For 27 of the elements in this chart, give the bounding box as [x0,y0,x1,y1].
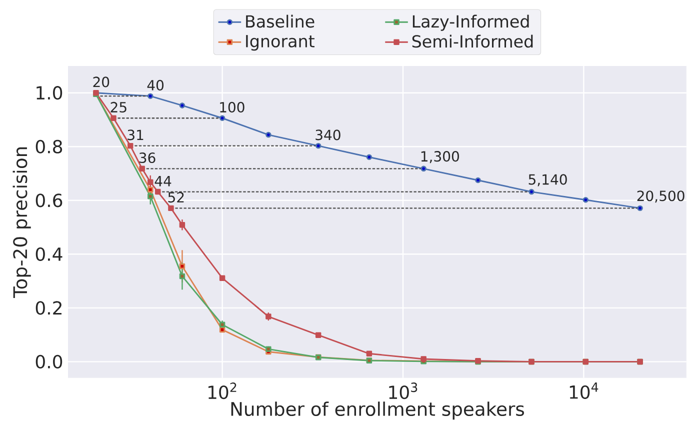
legend-label: Semi-Informed [412,34,533,48]
annotation: 25 [110,102,126,112]
legend-label: Baseline [246,14,314,28]
annotation: 31 [128,130,144,140]
annotation: 340 [316,130,340,140]
annotation: 52 [168,192,184,203]
y-tick-label: 0.2 [36,301,62,315]
y-tick-label: 0.4 [36,247,62,261]
y-tick-label: 0.6 [36,194,62,208]
annotation: 40 [147,80,164,90]
x-tick-label: 10$^{4}$ [570,382,598,399]
y-tick-label: 0.0 [36,354,62,368]
annotation: 36 [139,152,156,164]
annotation: 100 [220,102,244,112]
y-tick-label: 0.8 [36,140,62,154]
legend-label: Lazy-Informed [412,14,529,31]
x-tick-label: 10$^{2}$ [208,382,236,400]
annotation: 5,140 [528,174,567,186]
x-tick-label: 10$^{3}$ [389,382,418,400]
legend-label: Ignorant [246,35,314,51]
x-axis-title: Number of enrollment speakers [231,402,524,420]
y-tick-label: 1.0 [36,86,62,100]
annotation: 20,500 [637,190,684,203]
y-axis-title: Top-20 precision [12,147,31,298]
annotation: 1,300 [421,151,459,164]
annotation: 44 [154,176,172,186]
annotation: 20 [93,76,110,88]
